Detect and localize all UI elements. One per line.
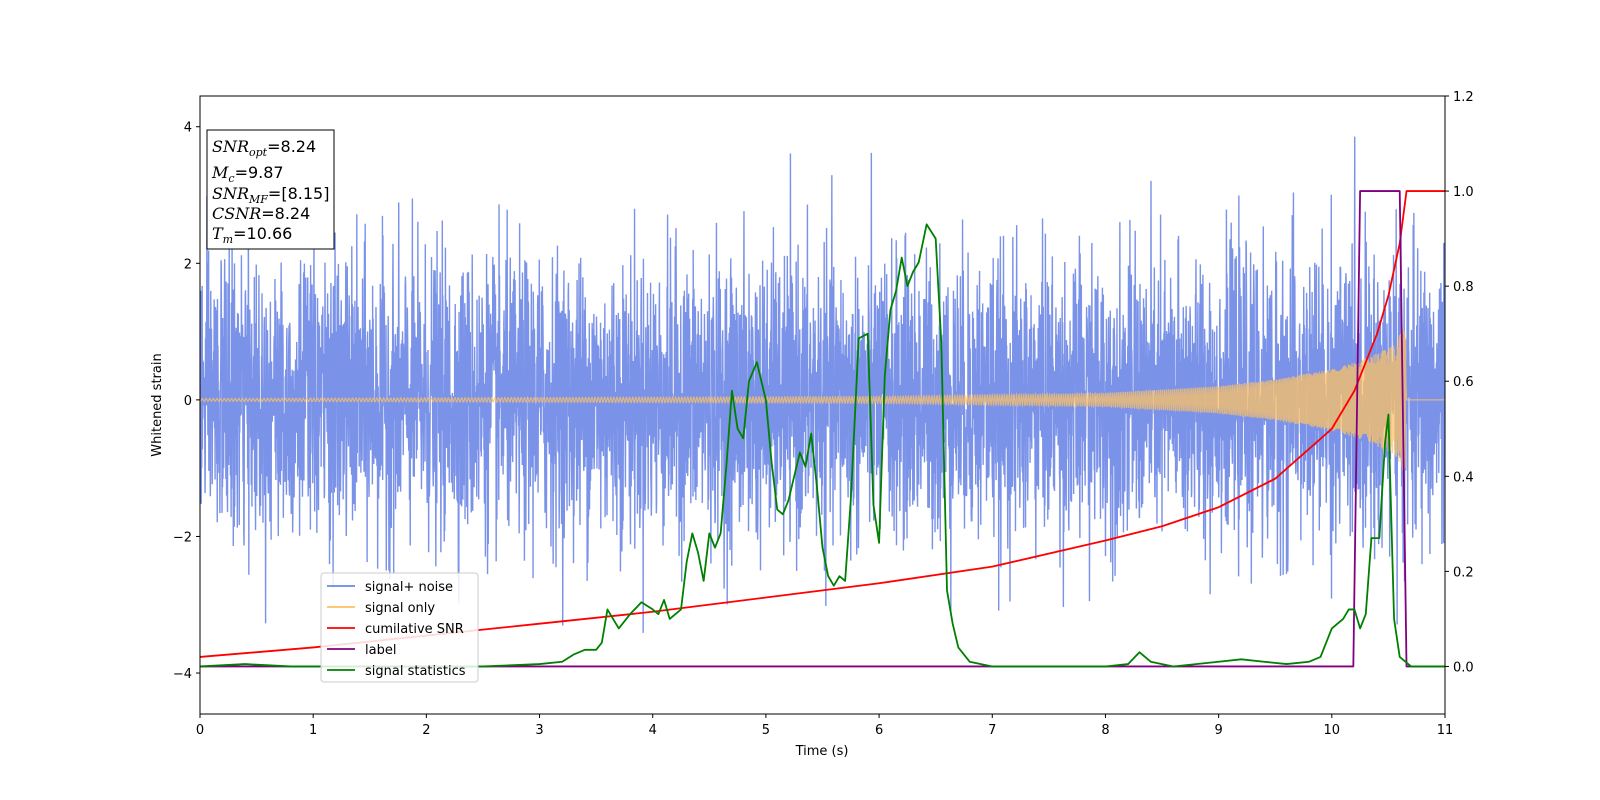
legend-entry: signal statistics	[327, 664, 466, 679]
annotation-line-mc: Mc=9.87	[211, 163, 284, 185]
right-axis-series-layer	[200, 190, 1445, 668]
legend-frame	[320, 572, 479, 683]
annotation-line-snr-mf: SNRMF=[8.15]	[212, 184, 329, 206]
y-axis-left: −4 −2 0 2 4	[173, 121, 200, 682]
x-tick-label: 6	[875, 723, 883, 738]
x-tick-label: 0	[196, 723, 204, 738]
x-axis-label: Time (s)	[795, 744, 849, 759]
y-left-tick-label: 2	[184, 257, 192, 272]
y-right-tick-label: 0.6	[1453, 375, 1474, 390]
x-tick-label: 10	[1324, 723, 1341, 738]
y-right-tick-label: 0.2	[1453, 565, 1474, 580]
y-right-tick-label: 0.4	[1453, 470, 1474, 485]
y-left-tick-label: 0	[184, 394, 192, 409]
y-left-tick-label: 4	[184, 121, 192, 136]
series-signal-statistics-line	[200, 223, 1445, 668]
annotation-box: SNRopt=8.24 Mc=9.87 SNRMF=[8.15] CSNR=8.…	[206, 129, 335, 250]
series-signal-noise-layer	[200, 136, 1445, 633]
legend-label: label	[365, 643, 396, 658]
y-right-tick-label: 0.8	[1453, 280, 1474, 295]
x-tick-label: 5	[762, 723, 770, 738]
legend-label: cumilative SNR	[365, 622, 464, 637]
legend: signal+ noise signal only cumilative SNR la…	[320, 572, 479, 683]
annotation-frame	[206, 129, 335, 250]
legend-entry: signal+ noise	[327, 580, 453, 595]
x-axis: 0 1 2 3 4 5 6 7 8 9 10 11	[196, 714, 1453, 738]
legend-entry: signal only	[327, 601, 435, 616]
y-left-tick-label: −2	[173, 530, 192, 545]
series-signal-only-line	[200, 328, 1445, 471]
legend-label: signal statistics	[365, 664, 466, 679]
y-left-tick-label: −4	[173, 667, 192, 682]
x-tick-label: 3	[535, 723, 543, 738]
legend-entry: label	[327, 643, 396, 658]
y-axis-right: 0.0 0.2 0.4 0.6 0.8 1.0 1.2	[1445, 90, 1474, 675]
legend-label: signal+ noise	[365, 580, 453, 595]
x-tick-label: 1	[309, 723, 317, 738]
plot-frame	[199, 95, 1446, 715]
x-tick-label: 8	[1101, 723, 1109, 738]
x-tick-label: 2	[422, 723, 430, 738]
annotation-line-tm: Tm=10.66	[212, 224, 292, 246]
y-right-tick-label: 1.0	[1453, 185, 1474, 200]
x-tick-label: 9	[1214, 723, 1222, 738]
annotation-line-snr-opt: SNRopt=8.24	[212, 137, 316, 159]
y-axis-left-label: Whitened strain	[150, 353, 165, 456]
series-signal-only-layer	[200, 328, 1445, 471]
x-tick-label: 7	[988, 723, 996, 738]
y-right-tick-label: 0.0	[1453, 660, 1474, 675]
x-tick-label: 4	[649, 723, 657, 738]
series-signal-noise-line	[200, 136, 1445, 633]
legend-entry: cumilative SNR	[327, 622, 464, 637]
legend-label: signal only	[365, 601, 435, 616]
x-tick-label: 11	[1437, 723, 1454, 738]
y-right-tick-label: 1.2	[1453, 90, 1474, 105]
annotation-line-csnr: CSNR=8.24	[212, 204, 310, 223]
series-cumilative-snr-line	[200, 190, 1445, 658]
